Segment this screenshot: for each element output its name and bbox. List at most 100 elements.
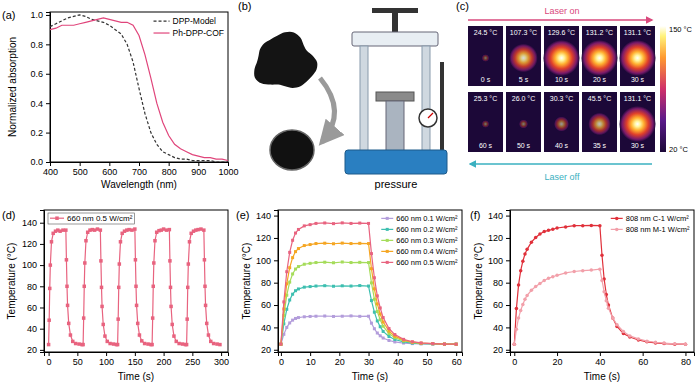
data-point [297,228,300,231]
data-point [303,263,306,266]
axis-line [274,211,279,353]
frame-temperature: 131.1 °C [624,29,651,36]
data-point [143,342,147,346]
frame-temperature: 131.1 °C [624,95,651,102]
data-point [602,290,606,294]
data-point [341,221,344,224]
plot-data [47,227,222,346]
panel-label: (f) [470,209,480,221]
data-point [521,259,525,263]
data-point [170,323,174,327]
process-arrow [320,78,335,142]
data-point [150,343,154,347]
data-point [203,258,207,262]
hot-spot [554,117,569,132]
plot-data [50,15,228,162]
tick-label: 80 [681,357,691,367]
tick: 40 [493,323,510,333]
frame-temperature: 45.5 °C [588,95,611,102]
tick: 20 [493,345,510,355]
data-point [358,222,361,225]
tick-label: 140 [22,218,37,228]
tick: 30 [364,352,374,367]
data-point [152,285,156,289]
tick-label: 400 [43,167,58,177]
data-point [600,254,604,257]
data-point [168,259,172,263]
data-point [431,342,434,345]
data-point [455,343,458,346]
tick: 100 [22,260,44,270]
data-point [291,272,294,275]
tick-mark [506,350,510,351]
press-crossbar [352,32,438,46]
data-point [572,270,576,274]
tick-mark [46,44,50,45]
frame-time: 50 s [517,142,531,149]
data-point [376,310,379,313]
tick-label: 100 [22,260,37,270]
tick-label: 140 [488,211,503,221]
legend-entry: 808 nm M-1 W/cm² [611,225,690,234]
panel-label: (c) [456,0,469,12]
data-point [136,322,140,326]
chart-panel: 010203040506020406080100120140Time (s)Te… [236,209,463,382]
plot-data [513,224,688,346]
frame-background [506,26,541,86]
data-point [431,342,434,345]
data-point [420,342,423,345]
thermal-frame: 25.3 °C60 s [468,92,503,152]
data-point [81,343,85,347]
data-point [513,342,517,346]
data-point [654,341,658,345]
plot-frame [50,12,228,162]
data-point [370,299,373,302]
data-point [376,302,379,305]
tick-mark [40,286,44,287]
data-point [207,333,211,337]
data-point [517,316,521,320]
data-point [590,224,594,228]
tick-label: 140 [256,211,271,221]
tick-label: 120 [22,239,37,249]
data-point [382,330,385,333]
tick-label: 10 [306,357,316,367]
tick-mark [46,162,50,163]
data-point [152,261,156,265]
tick: 200 [157,352,172,367]
tick: 120 [22,239,44,249]
tick-mark [46,74,50,75]
data-point [69,333,73,337]
data-point [341,242,344,245]
axis-line [40,211,45,353]
data-point [521,303,525,307]
tick-label: 60 [452,357,462,367]
y-axis-label: Temperature (°C) [473,243,484,320]
legend-swatch [154,20,170,21]
tick-mark [514,352,515,356]
legend-entry: 660 nm 0.2 W/cm² [381,225,458,234]
tick: 0.8 [30,40,50,50]
legend-entry: DPP-Model [154,16,217,26]
legend-label: 660 nm 0.5 W/cm² [67,214,133,223]
data-point [358,284,361,287]
data-point [370,322,373,325]
x-axis-label: Time (s) [118,371,154,382]
y-axis: 20406080100120140 [256,211,279,356]
tick-label: 60 [638,357,648,367]
tick: 120 [256,233,278,243]
legend: 660 nm 0.1 W/cm²660 nm 0.2 W/cm²660 nm 0… [381,214,458,267]
data-point [455,343,458,346]
data-point [100,305,104,309]
frame-background [620,26,655,86]
tick-mark [274,216,278,217]
legend-swatch [381,251,393,252]
data-point [376,319,379,322]
plot-frame [510,210,694,352]
data-point [47,318,51,322]
tick-mark [40,350,44,351]
data-point [443,343,446,346]
tick-label: 20 [27,345,37,355]
legend-label: 660 nm 0.2 W/cm² [396,225,458,234]
tick-mark [221,352,222,356]
